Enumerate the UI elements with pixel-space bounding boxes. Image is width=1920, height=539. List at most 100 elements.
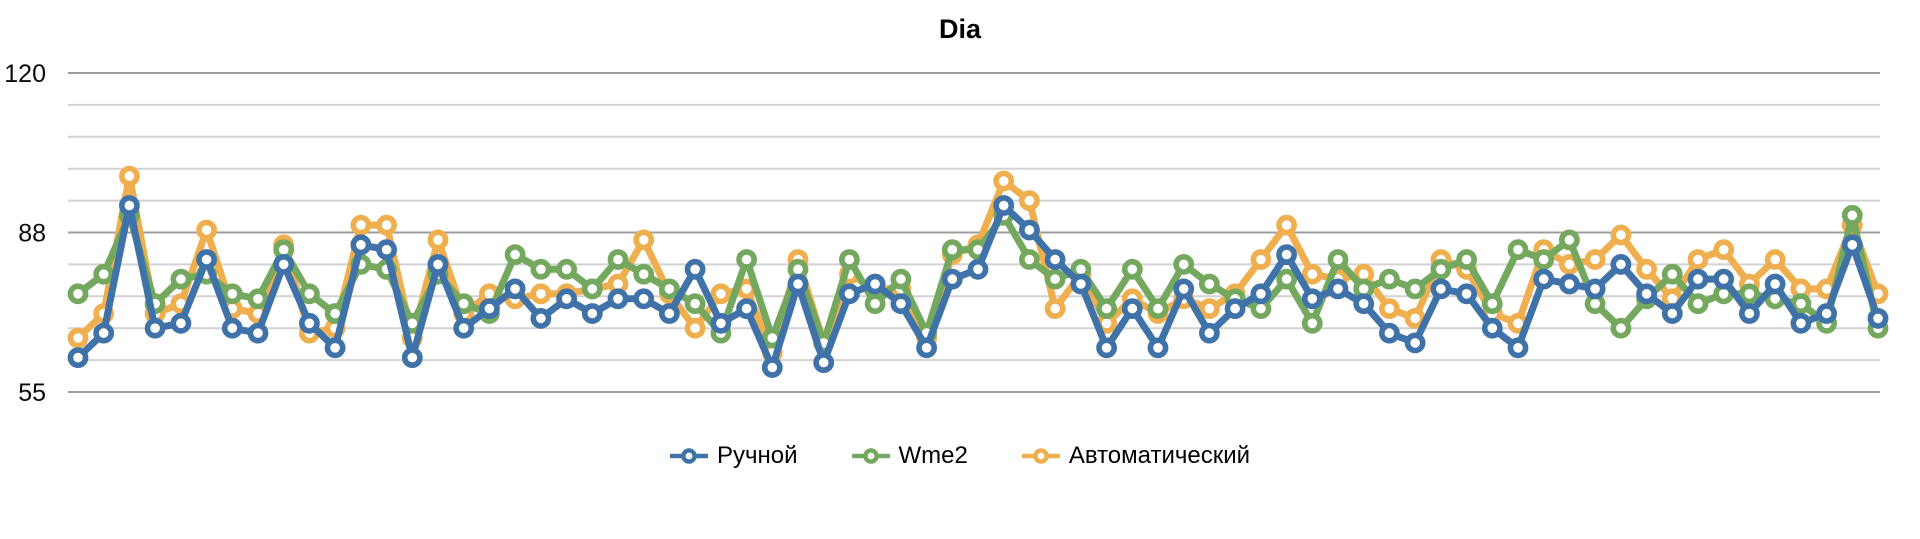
data-point-marker [93, 322, 115, 344]
data-point-marker [1379, 298, 1400, 319]
data-point-marker [941, 239, 963, 261]
data-point-marker [1019, 219, 1040, 241]
data-point-marker [659, 303, 680, 324]
data-point-marker [839, 283, 860, 305]
data-point-marker [530, 307, 552, 329]
legend-item-Wme2: Wme2 [851, 442, 968, 469]
data-point-marker [298, 283, 320, 305]
data-point-marker [1764, 273, 1786, 295]
data-point-marker [890, 268, 912, 290]
data-point-marker [67, 347, 89, 368]
data-point-marker [1019, 190, 1040, 211]
data-point-marker [504, 244, 526, 265]
data-point-marker [1404, 307, 1426, 329]
data-point-marker [1559, 273, 1580, 295]
data-point-marker [633, 263, 655, 285]
data-point-marker [1379, 268, 1400, 290]
legend-line-marker-icon [851, 448, 890, 464]
data-point-marker [1841, 234, 1863, 256]
data-point-marker [659, 278, 680, 300]
data-point-marker [376, 239, 397, 261]
data-point-marker [736, 249, 757, 270]
data-point-marker [1404, 278, 1426, 300]
data-point-marker [1430, 258, 1452, 280]
data-point-marker [633, 229, 655, 251]
series-line-Ручной [74, 202, 1882, 371]
data-point-marker [376, 214, 397, 236]
data-point-marker [221, 283, 243, 305]
data-point-marker [993, 170, 1015, 192]
data-point-marker [1199, 298, 1220, 319]
legend-item-label: Wme2 [898, 442, 968, 469]
data-point-marker [556, 288, 577, 310]
data-point-marker [1790, 312, 1812, 334]
data-point-marker [427, 253, 449, 275]
data-point-marker [1841, 204, 1863, 226]
data-point-marker [1687, 268, 1709, 290]
data-point-marker [813, 352, 835, 373]
data-point-marker [1764, 249, 1786, 270]
data-point-marker [941, 268, 963, 290]
data-point-marker [1661, 303, 1683, 324]
data-point-marker [1070, 273, 1092, 295]
data-point-marker [1250, 283, 1272, 305]
data-point-marker [1584, 278, 1606, 300]
data-point-marker [710, 283, 732, 305]
data-point-marker [1276, 268, 1297, 290]
data-point-marker [1250, 249, 1272, 270]
data-point-marker [787, 273, 809, 295]
data-point-marker [890, 293, 912, 315]
data-point-marker [170, 268, 192, 290]
data-point-marker [581, 278, 603, 300]
data-point-marker [1456, 249, 1477, 270]
data-point-marker [1379, 322, 1400, 344]
data-point-marker [761, 357, 783, 378]
legend-item-Ручной: Ручной [669, 444, 798, 468]
data-point-marker [67, 327, 89, 349]
data-point-marker [1044, 249, 1066, 270]
data-point-marker [118, 165, 140, 187]
data-point-marker [1610, 253, 1632, 275]
data-point-marker [1533, 268, 1555, 290]
data-point-marker [144, 317, 166, 339]
data-point-marker [298, 312, 320, 334]
data-point-marker [1301, 312, 1323, 334]
data-point-marker [1404, 332, 1426, 354]
data-point-marker [1121, 298, 1143, 319]
legend-line-marker-icon [1021, 448, 1060, 464]
chart-title: Dia [938, 14, 982, 44]
data-point-marker [504, 278, 526, 300]
data-point-marker [1301, 263, 1323, 285]
data-point-marker [864, 293, 886, 315]
data-point-marker [350, 234, 372, 256]
data-point-marker [1610, 317, 1632, 339]
data-point-marker [1147, 298, 1169, 319]
data-point-marker [350, 214, 372, 236]
data-point-marker [1481, 293, 1503, 315]
data-point-marker [1199, 322, 1220, 344]
data-point-marker [273, 253, 295, 275]
data-point-marker [633, 288, 655, 310]
data-point-marker [67, 283, 89, 305]
data-point-marker [1199, 273, 1220, 295]
data-point-marker [1584, 249, 1606, 270]
data-point-marker [324, 337, 346, 359]
data-point-marker [607, 249, 629, 270]
data-point-marker [1096, 298, 1117, 319]
data-point-marker [1816, 303, 1837, 324]
data-point-marker [1173, 253, 1195, 275]
data-point-marker [1790, 293, 1812, 315]
data-point-marker [1867, 307, 1889, 329]
data-point-marker [839, 249, 860, 270]
data-point-marker [1533, 249, 1555, 270]
data-point-marker [1636, 258, 1657, 280]
y-axis-tick-label: 55 [18, 379, 46, 407]
data-point-marker [1121, 258, 1143, 280]
legend-line-marker-icon [669, 448, 708, 464]
data-point-marker [1147, 337, 1169, 359]
data-point-marker [1687, 249, 1709, 270]
y-axis-tick-label: 88 [18, 220, 46, 248]
data-point-marker [1507, 239, 1529, 261]
data-point-marker [1610, 224, 1632, 246]
